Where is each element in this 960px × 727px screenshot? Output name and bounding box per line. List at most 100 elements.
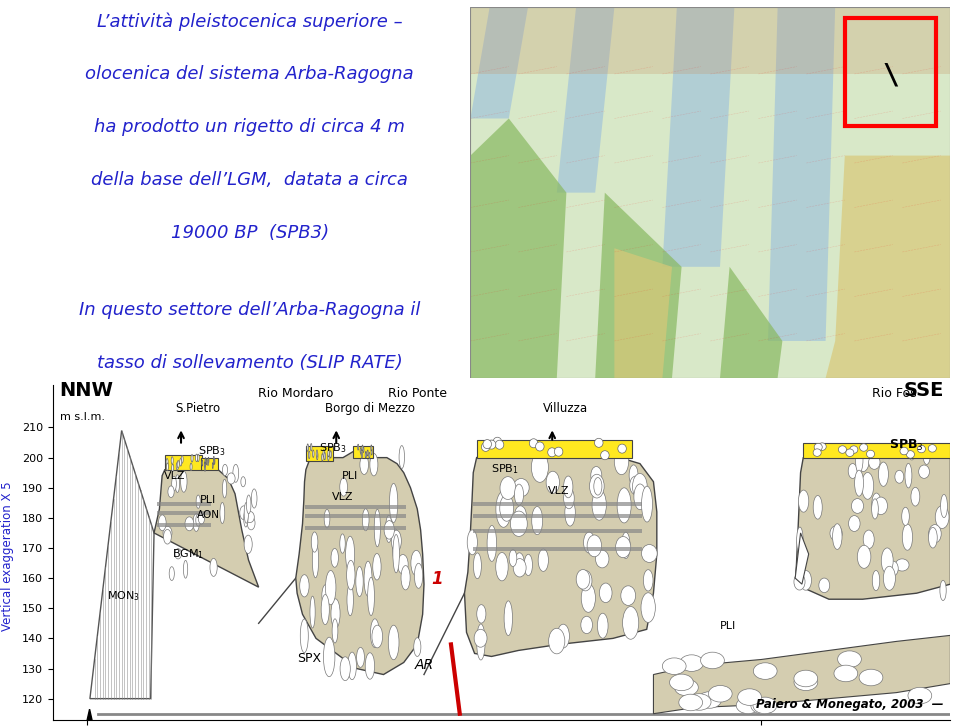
Ellipse shape [247, 495, 251, 514]
Text: olocenica del sistema Arba-Ragogna: olocenica del sistema Arba-Ragogna [85, 65, 414, 83]
Ellipse shape [196, 454, 198, 462]
Ellipse shape [614, 449, 629, 475]
Ellipse shape [633, 473, 647, 499]
Ellipse shape [928, 525, 941, 543]
Ellipse shape [365, 452, 367, 458]
Ellipse shape [794, 670, 818, 687]
Ellipse shape [233, 465, 239, 482]
Ellipse shape [753, 697, 777, 714]
Ellipse shape [928, 445, 936, 452]
Ellipse shape [641, 486, 653, 522]
Polygon shape [662, 7, 734, 267]
Text: Paiero & Monegato, 2003  —: Paiero & Monegato, 2003 — [756, 698, 944, 711]
Polygon shape [768, 7, 835, 341]
Ellipse shape [601, 451, 610, 459]
Ellipse shape [300, 619, 308, 653]
Ellipse shape [185, 517, 194, 531]
Ellipse shape [846, 449, 853, 457]
Ellipse shape [513, 478, 529, 497]
Ellipse shape [832, 523, 842, 550]
Ellipse shape [754, 663, 777, 679]
Ellipse shape [468, 530, 477, 555]
Ellipse shape [331, 548, 339, 567]
Bar [306, 446, 333, 461]
Ellipse shape [872, 493, 881, 515]
Bar [473, 547, 642, 551]
Ellipse shape [935, 506, 949, 529]
Text: Rio Ponte: Rio Ponte [388, 387, 446, 401]
Ellipse shape [244, 502, 249, 523]
Ellipse shape [539, 549, 548, 571]
Ellipse shape [850, 446, 858, 454]
Ellipse shape [311, 532, 318, 553]
Ellipse shape [307, 444, 308, 451]
Text: calcolato a partire dall’LGM è quindi: calcolato a partire dall’LGM è quindi [87, 407, 412, 425]
Ellipse shape [859, 443, 868, 451]
Ellipse shape [590, 467, 602, 484]
Polygon shape [654, 635, 950, 714]
Ellipse shape [515, 484, 523, 505]
Bar [157, 523, 211, 527]
Ellipse shape [794, 574, 805, 590]
Ellipse shape [190, 463, 192, 470]
Ellipse shape [366, 451, 367, 457]
Ellipse shape [171, 457, 173, 465]
Ellipse shape [857, 545, 871, 569]
Ellipse shape [397, 555, 408, 574]
Text: tasso di sollevamento (SLIP RATE): tasso di sollevamento (SLIP RATE) [97, 354, 402, 372]
Polygon shape [296, 451, 424, 675]
Ellipse shape [531, 452, 548, 482]
Ellipse shape [881, 548, 893, 574]
Ellipse shape [374, 510, 380, 547]
Ellipse shape [641, 545, 658, 563]
Bar [304, 514, 406, 518]
Ellipse shape [371, 619, 379, 648]
Text: \: \ [882, 62, 899, 90]
Ellipse shape [228, 473, 235, 484]
Text: NNW: NNW [60, 382, 113, 401]
Ellipse shape [178, 460, 180, 468]
Ellipse shape [511, 511, 527, 537]
Ellipse shape [473, 553, 481, 579]
Ellipse shape [414, 638, 420, 656]
Ellipse shape [340, 478, 348, 497]
Ellipse shape [797, 527, 804, 553]
Ellipse shape [176, 475, 180, 492]
Ellipse shape [675, 679, 698, 696]
Ellipse shape [393, 529, 398, 563]
Ellipse shape [248, 516, 255, 530]
Ellipse shape [504, 601, 513, 635]
Bar [157, 511, 211, 515]
Bar [845, 18, 936, 126]
Ellipse shape [371, 445, 372, 451]
Ellipse shape [386, 515, 392, 542]
Ellipse shape [172, 464, 174, 472]
Ellipse shape [736, 697, 760, 714]
Ellipse shape [896, 559, 909, 571]
Ellipse shape [621, 586, 636, 606]
Ellipse shape [819, 578, 829, 593]
Ellipse shape [370, 454, 378, 476]
Ellipse shape [687, 694, 711, 710]
Ellipse shape [312, 542, 319, 578]
Ellipse shape [223, 479, 227, 498]
Polygon shape [557, 7, 614, 193]
Text: SPB$_3$: SPB$_3$ [198, 445, 226, 459]
Ellipse shape [869, 455, 880, 470]
Ellipse shape [175, 549, 181, 559]
Ellipse shape [669, 674, 693, 691]
Ellipse shape [324, 452, 325, 460]
Text: Borgo di Mezzo: Borgo di Mezzo [325, 403, 415, 415]
Ellipse shape [813, 496, 823, 519]
Ellipse shape [496, 491, 511, 527]
Bar [304, 526, 406, 530]
Ellipse shape [347, 561, 355, 590]
Ellipse shape [347, 584, 353, 616]
Ellipse shape [524, 554, 533, 576]
Ellipse shape [220, 502, 225, 523]
Text: PLI: PLI [342, 470, 358, 481]
Ellipse shape [918, 445, 925, 453]
Ellipse shape [509, 550, 516, 566]
Ellipse shape [546, 471, 560, 494]
Ellipse shape [862, 473, 874, 499]
